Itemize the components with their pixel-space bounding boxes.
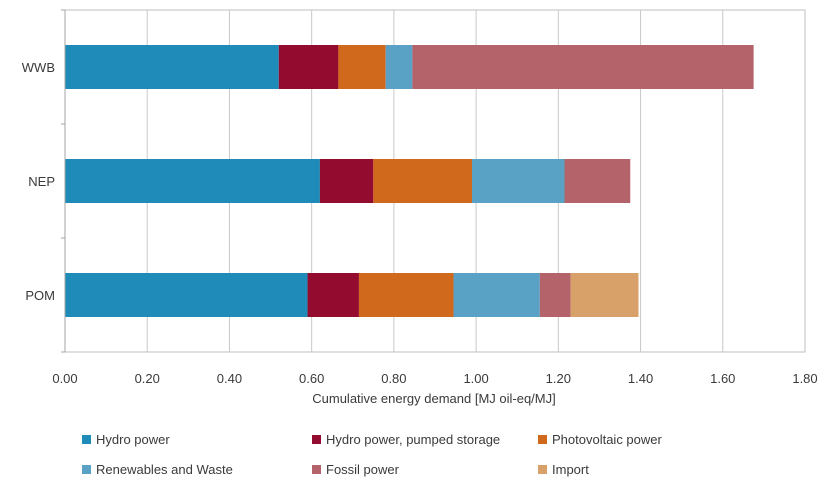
legend-swatch — [82, 465, 91, 474]
bar-segment — [338, 45, 386, 89]
x-axis-title: Cumulative energy demand [MJ oil-eq/MJ] — [312, 391, 556, 406]
bar-segment — [373, 159, 472, 203]
bar-segment — [278, 45, 339, 89]
x-tick-label: 0.60 — [299, 371, 324, 386]
category-label: NEP — [28, 174, 55, 189]
bar-segment — [65, 273, 308, 317]
legend-swatch — [82, 435, 91, 444]
bar-segment — [358, 273, 454, 317]
bar-segment — [65, 45, 279, 89]
legend-swatch — [312, 465, 321, 474]
legend-swatch — [538, 465, 547, 474]
x-tick-label: 0.00 — [52, 371, 77, 386]
x-tick-label: 1.80 — [792, 371, 817, 386]
legend-entry: Fossil power — [326, 462, 400, 477]
legend-entry: Photovoltaic power — [552, 432, 663, 447]
bar-segment — [472, 159, 565, 203]
legend-swatch — [538, 435, 547, 444]
bar-segment — [385, 45, 413, 89]
bar-segment — [539, 273, 571, 317]
legend-entry: Hydro power, pumped storage — [326, 432, 500, 447]
x-tick-label: 1.40 — [628, 371, 653, 386]
bar-segment — [570, 273, 639, 317]
x-tick-label: 0.40 — [217, 371, 242, 386]
bars — [65, 45, 754, 317]
legend: Hydro power Hydro power, pumped storage Ph… — [82, 432, 663, 477]
bar-segment — [65, 159, 320, 203]
legend-entry: Renewables and Waste — [96, 462, 233, 477]
legend-entry: Hydro power — [96, 432, 170, 447]
x-tick-label: 1.60 — [710, 371, 735, 386]
legend-entry: Import — [552, 462, 589, 477]
bar-segment — [412, 45, 754, 89]
bar-segment — [453, 273, 540, 317]
bar-segment — [319, 159, 374, 203]
axes: 0.00 0.20 0.40 0.60 0.80 1.00 1.20 1.40 1.60 1.80… — [22, 9, 818, 386]
category-label: WWB — [22, 60, 55, 75]
bar-segment — [564, 159, 631, 203]
x-tick-label: 1.00 — [463, 371, 488, 386]
category-label: POM — [25, 288, 55, 303]
x-tick-label: 1.20 — [546, 371, 571, 386]
bar-segment — [307, 273, 359, 317]
x-tick-label: 0.20 — [135, 371, 160, 386]
legend-swatch — [312, 435, 321, 444]
x-tick-label: 0.80 — [381, 371, 406, 386]
